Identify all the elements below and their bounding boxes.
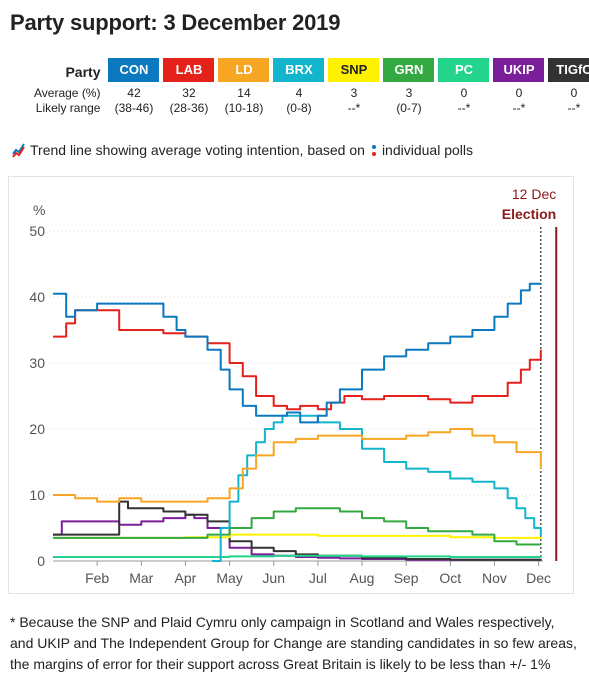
party-chip-ukip: UKIP	[493, 58, 545, 86]
party-support-table: Party CON LAB LD BRX SNP GRN PC UKIP TIG…	[30, 58, 589, 116]
series-line-con	[53, 282, 541, 424]
x-tick-label: Mar	[129, 570, 153, 586]
page-title: Party support: 3 December 2019	[10, 10, 341, 35]
series-line-ld	[53, 428, 542, 503]
party-support-chart: 0 10 20 30 40 50% Feb Mar Apr May Jun Jul Aug Sep Oct N…	[29, 186, 558, 586]
party-header-row: Party CON LAB LD BRX SNP GRN PC UKIP TIG…	[34, 58, 589, 86]
party-chip-label: GRN	[383, 58, 435, 82]
election-event-label: Election	[502, 206, 556, 222]
party-chip-pc: PC	[438, 58, 490, 86]
average-row: Average (%) 42 32 14 4 3 3 0 0 0	[34, 86, 589, 101]
average-value-pc: 0	[460, 86, 468, 100]
party-chip-label: CON	[108, 58, 160, 82]
average-value-lab: 32	[182, 86, 196, 100]
average-value-ld: 14	[237, 86, 251, 100]
party-chip-brx: BRX	[273, 58, 325, 86]
party-chip-tigfc: TIGfC	[548, 58, 589, 86]
party-chip-label: BRX	[273, 58, 325, 82]
y-tick-label: 20	[29, 421, 45, 437]
series-line-pc	[53, 554, 542, 558]
trend-line-icon	[12, 143, 25, 158]
x-tick-label: Feb	[85, 570, 109, 586]
series-line-tigfc	[53, 500, 542, 561]
y-tick-label: 50	[29, 223, 45, 239]
average-value-grn: 3	[405, 86, 413, 100]
x-tick-label: Jun	[262, 570, 285, 586]
average-value-snp: 3	[350, 86, 358, 100]
x-tick-label: Jul	[309, 570, 327, 586]
average-value-con: 42	[127, 86, 141, 100]
range-value-ld: (10-18)	[224, 101, 264, 115]
party-chip-grn: GRN	[383, 58, 435, 86]
range-value-tigfc: --*	[567, 101, 581, 115]
party-chip-label: SNP	[328, 58, 380, 82]
x-tick-label: Dec	[526, 570, 551, 586]
range-value-con: (38-46)	[114, 101, 154, 115]
series-line-lab	[53, 309, 542, 411]
y-tick-label: 30	[29, 355, 45, 371]
legend-dots-text: individual polls	[381, 142, 473, 158]
average-label: Average (%)	[34, 86, 101, 100]
party-chip-label: LD	[218, 58, 270, 82]
poll-dots-icon	[371, 145, 376, 156]
x-tick-label: Sep	[394, 570, 419, 586]
party-chip-ld: LD	[218, 58, 270, 86]
range-label: Likely range	[35, 101, 101, 115]
series-line-brx	[211, 414, 542, 562]
range-value-pc: --*	[457, 101, 471, 115]
average-value-ukip: 0	[515, 86, 523, 100]
x-tick-label: Aug	[350, 570, 375, 586]
y-axis-label: %	[33, 202, 45, 218]
chart-legend: Trend line showing average voting intent…	[12, 142, 473, 158]
x-tick-label: Oct	[439, 570, 461, 586]
party-chip-label: LAB	[163, 58, 215, 82]
y-tick-label: 10	[29, 487, 45, 503]
party-chip-label: TIGfC	[548, 58, 589, 82]
range-value-lab: (28-36)	[169, 101, 209, 115]
party-chip-label: PC	[438, 58, 490, 82]
average-value-tigfc: 0	[570, 86, 578, 100]
x-tick-label: May	[216, 570, 242, 586]
party-chip-snp: SNP	[328, 58, 380, 86]
series-line-grn	[53, 507, 541, 546]
chart-container: 0 10 20 30 40 50% Feb Mar Apr May Jun Jul Aug Sep Oct N…	[8, 176, 574, 594]
party-chip-con: CON	[108, 58, 160, 86]
range-value-brx: (0-8)	[286, 101, 312, 115]
legend-line-text: Trend line showing average voting intent…	[30, 142, 365, 158]
y-tick-label: 0	[37, 553, 45, 569]
x-tick-label: Nov	[482, 570, 507, 586]
range-value-grn: (0-7)	[396, 101, 422, 115]
range-value-snp: --*	[347, 101, 361, 115]
range-value-ukip: --*	[512, 101, 526, 115]
election-date-label: 12 Dec	[512, 186, 556, 202]
party-chip-label: UKIP	[493, 58, 545, 82]
y-tick-label: 40	[29, 289, 45, 305]
party-header-label: Party	[65, 63, 101, 80]
footnote: * Because the SNP and Plaid Cymru only c…	[10, 614, 577, 672]
average-value-brx: 4	[295, 86, 303, 100]
range-row: Likely range (38-46) (28-36) (10-18) (0-…	[34, 101, 589, 116]
x-tick-label: Apr	[175, 570, 197, 586]
party-chip-lab: LAB	[163, 58, 215, 86]
